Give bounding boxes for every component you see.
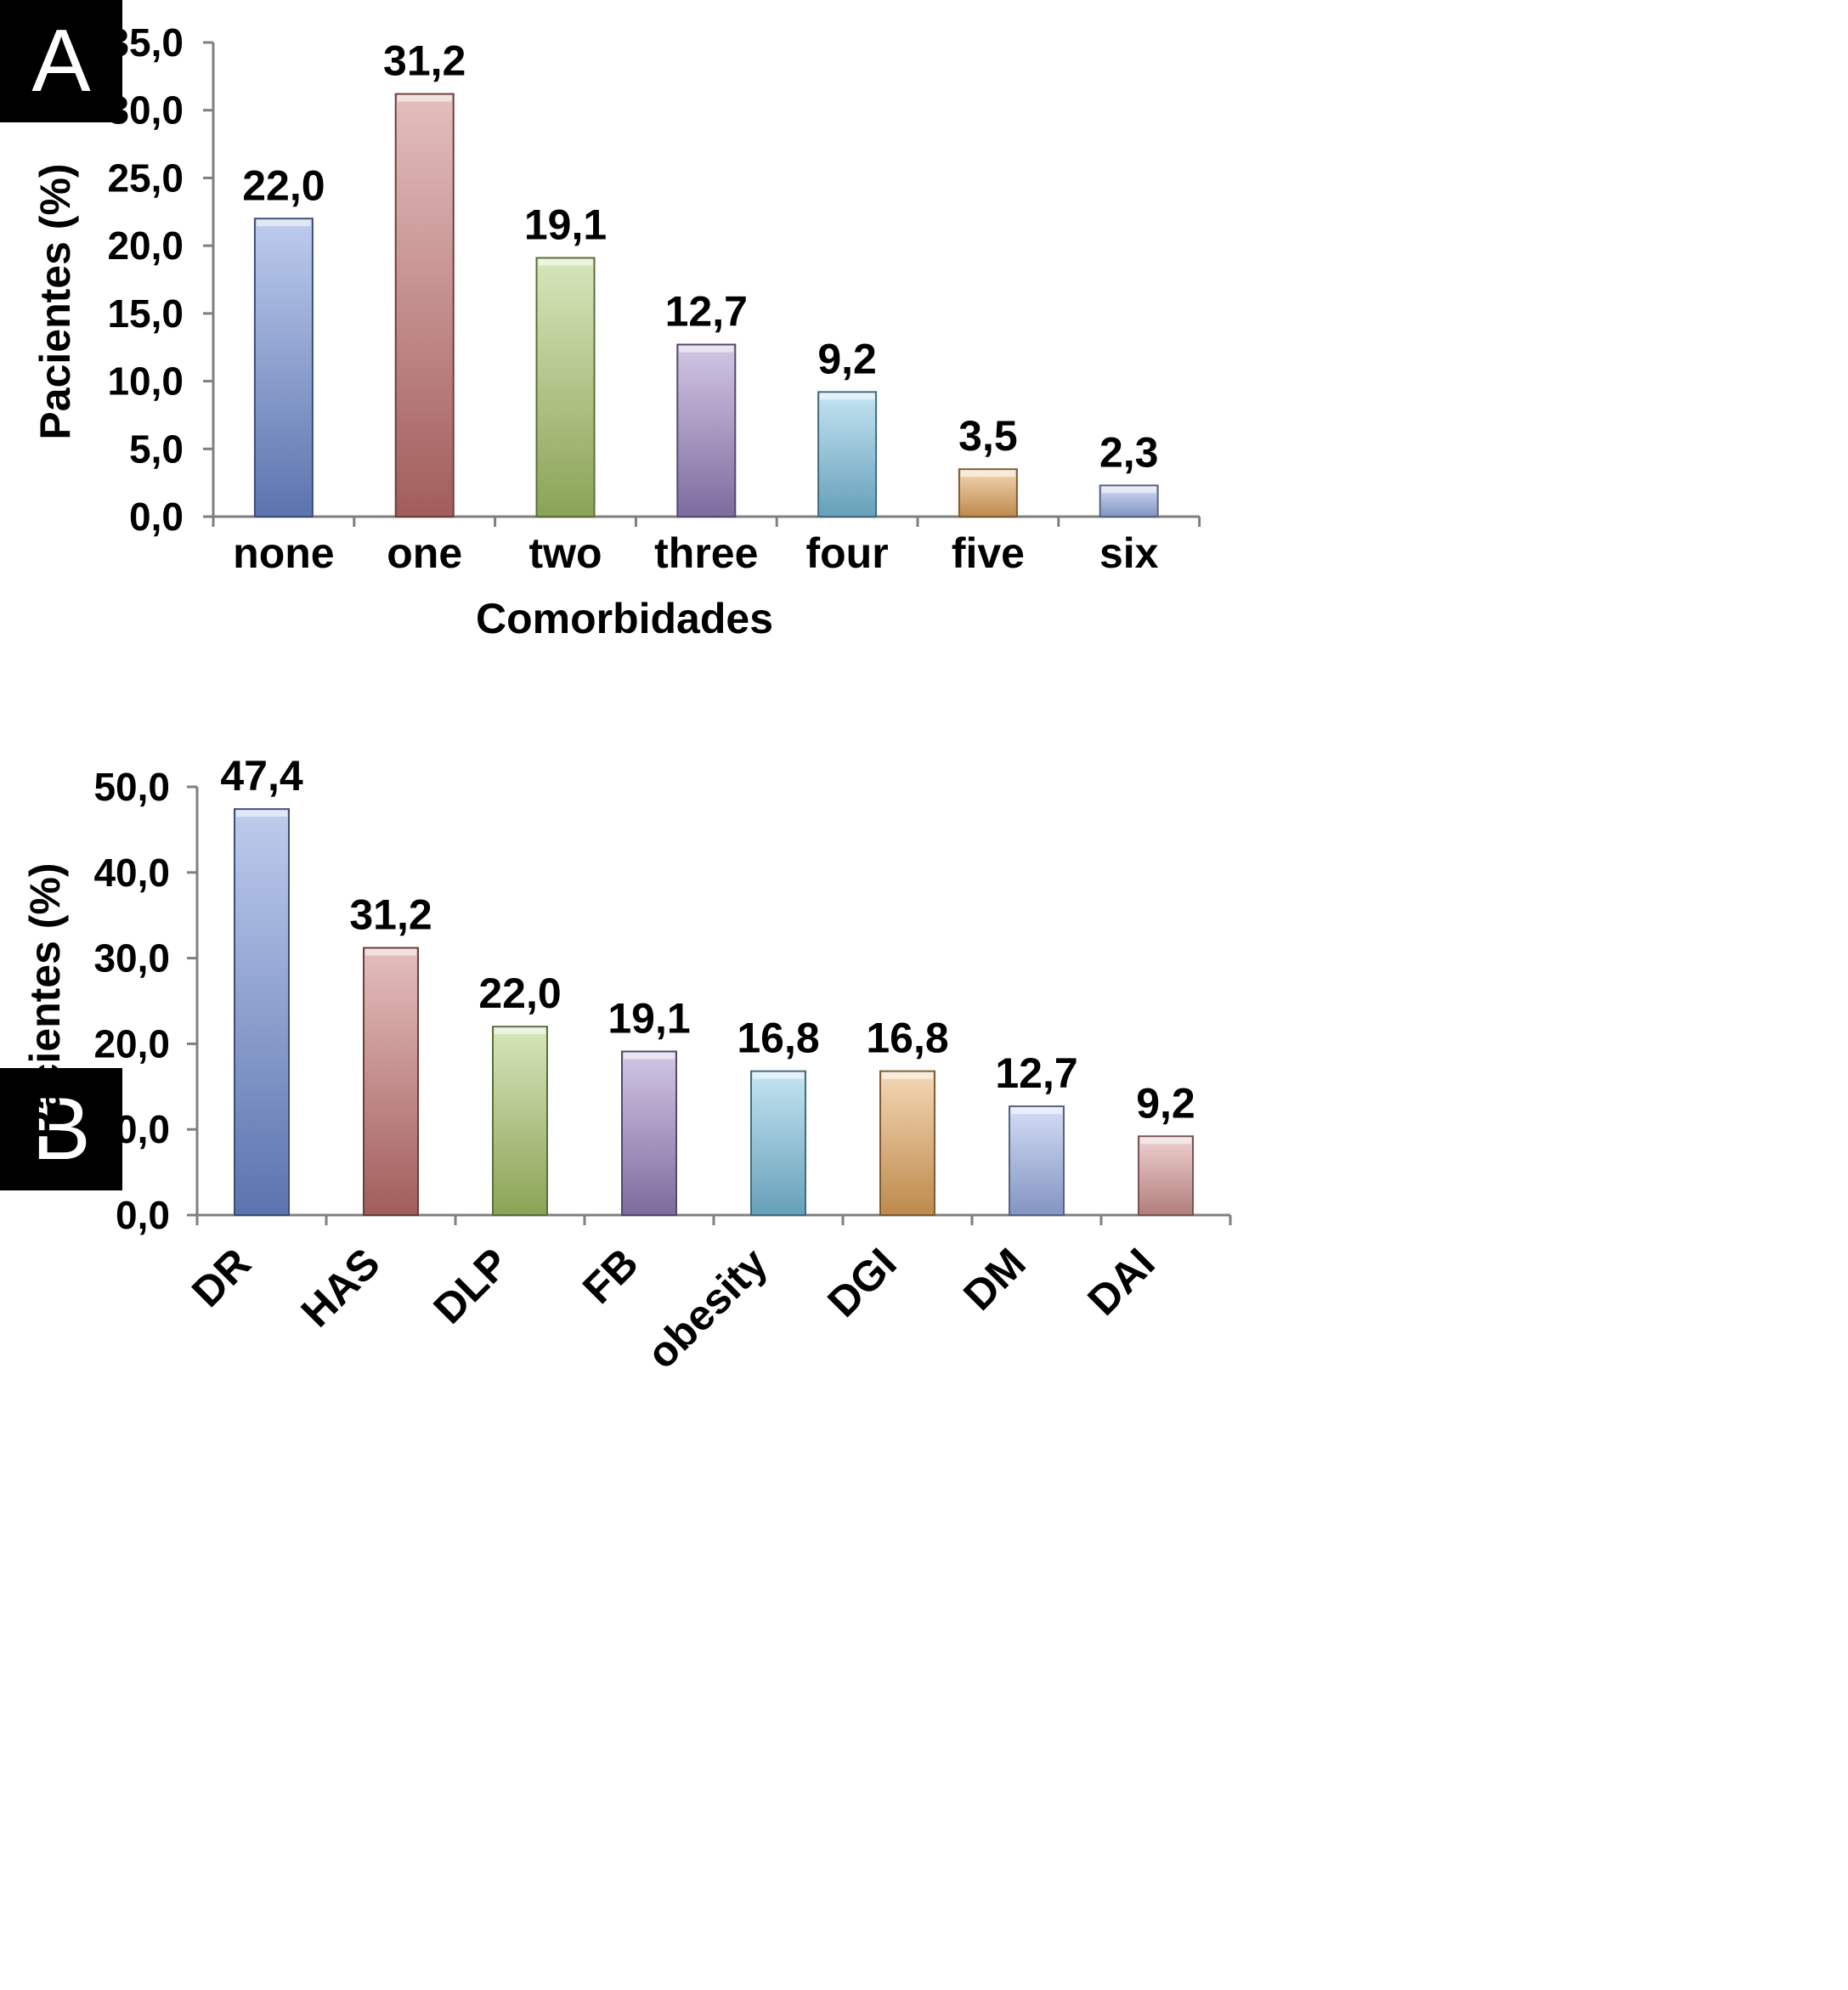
bar-four: [817, 391, 878, 517]
bar-obesity: [750, 1070, 806, 1216]
y-tick-label: 30,0: [107, 88, 184, 133]
bar-highlight: [365, 948, 416, 956]
bar-highlight: [753, 1071, 804, 1079]
y-tick-label: 0,0: [129, 495, 184, 539]
category-label-dlp: DLP: [424, 1239, 517, 1332]
bar-dlp: [492, 1026, 548, 1216]
data-label-dai: 9,2: [1136, 1079, 1195, 1127]
y-tick-label: 15,0: [107, 291, 184, 336]
y-tick-label: 0,0: [116, 1193, 170, 1237]
bar-highlight: [679, 345, 734, 353]
bar-dgi: [879, 1070, 935, 1216]
panel-b-badge: B: [0, 1068, 122, 1190]
bar-highlight: [1101, 486, 1156, 494]
y-tick-label: 35,0: [107, 20, 184, 65]
data-label-obesity: 16,8: [737, 1015, 819, 1062]
bar-dai: [1138, 1135, 1194, 1217]
bar-none: [253, 218, 314, 517]
bar-has: [363, 947, 419, 1217]
data-label-five: 3,5: [958, 412, 1018, 460]
category-label-dgi: DGI: [818, 1239, 905, 1326]
x-axis-title: Comorbidades: [476, 595, 773, 642]
bar-highlight: [494, 1027, 545, 1035]
bar-one: [394, 93, 455, 517]
y-tick-label: 40,0: [93, 851, 170, 895]
bar-highlight: [960, 470, 1015, 478]
y-tick-label: 25,0: [107, 155, 184, 200]
data-label-dlp: 22,0: [478, 970, 561, 1017]
category-label-dr: DR: [183, 1239, 260, 1316]
bar-dr: [234, 808, 290, 1216]
bar-highlight: [1140, 1137, 1191, 1145]
panel-a-badge: A: [0, 0, 122, 122]
data-label-fb: 19,1: [608, 994, 690, 1042]
category-label-dm: DM: [954, 1239, 1035, 1320]
y-axis-title: Pacientes (%): [21, 862, 69, 1139]
category-label-has: HAS: [292, 1239, 389, 1336]
bar-five: [958, 468, 1018, 518]
bar-three: [676, 343, 737, 518]
data-label-six: 2,3: [1099, 428, 1159, 476]
bar-highlight: [1011, 1106, 1062, 1114]
category-label-fb: FB: [574, 1239, 647, 1313]
data-label-has: 31,2: [349, 891, 432, 939]
y-tick-label: 10,0: [107, 359, 184, 404]
bar-highlight: [256, 219, 311, 227]
bar-fb: [621, 1050, 677, 1217]
panel-b-label: B: [31, 1080, 91, 1179]
bar-dm: [1009, 1105, 1065, 1217]
y-tick-label: 10,0: [93, 1107, 170, 1151]
y-tick-label: 30,0: [93, 936, 170, 981]
data-label-two: 19,1: [524, 201, 607, 248]
data-label-three: 12,7: [665, 288, 748, 336]
category-label-four: four: [805, 529, 888, 577]
panel-a-label: A: [31, 12, 91, 110]
bar-highlight: [538, 258, 593, 266]
category-label-dai: DAI: [1078, 1239, 1163, 1324]
data-label-none: 22,0: [242, 161, 325, 209]
bar-highlight: [820, 393, 875, 400]
data-label-dm: 12,7: [995, 1049, 1077, 1097]
bar-highlight: [236, 810, 287, 817]
bar-highlight: [882, 1071, 933, 1079]
y-axis-title: Pacientes (%): [31, 163, 79, 439]
category-label-six: six: [1099, 529, 1159, 577]
y-tick-label: 20,0: [93, 1021, 170, 1066]
data-label-dr: 47,4: [220, 752, 303, 800]
y-tick-label: 5,0: [129, 427, 184, 471]
y-tick-label: 20,0: [107, 223, 184, 268]
category-label-obesity: obesity: [637, 1239, 777, 1378]
data-label-four: 9,2: [817, 335, 877, 382]
bar-two: [535, 257, 596, 517]
y-tick-label: 50,0: [93, 765, 170, 809]
category-label-two: two: [528, 529, 602, 577]
chart-b: 0,0 10,0 20,0 30,0 40,0 50,0 47,4 DR 31,2 HAS 22,0…: [21, 752, 1232, 1378]
category-label-one: one: [387, 529, 462, 577]
data-label-one: 31,2: [383, 37, 466, 85]
data-label-dgi: 16,8: [866, 1015, 948, 1062]
chart-a: 0,0 5,0 10,0 15,0 20,0 25,0 30,0 35,0 22,0 none 31…: [31, 20, 1201, 642]
category-label-none: none: [233, 529, 334, 577]
category-label-five: five: [952, 529, 1025, 577]
bar-highlight: [624, 1052, 675, 1060]
bar-highlight: [397, 94, 452, 102]
category-label-three: three: [654, 529, 758, 577]
